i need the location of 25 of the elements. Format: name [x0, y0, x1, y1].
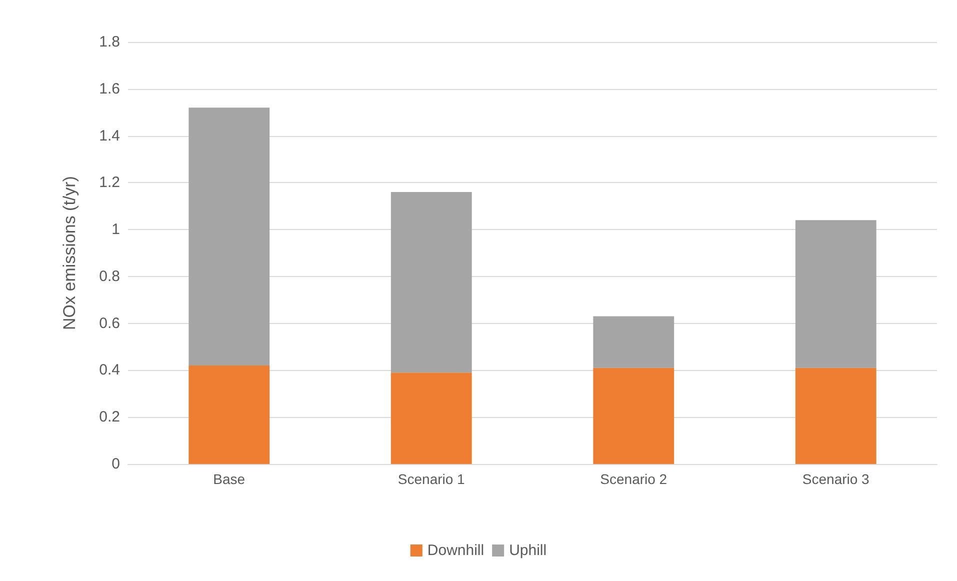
- x-tick-label: Scenario 2: [600, 471, 668, 487]
- bar: [795, 368, 876, 464]
- legend-label: Uphill: [509, 542, 547, 559]
- y-axis-title: NOx emissions (t/yr): [60, 176, 79, 330]
- y-tick-label: 0.8: [99, 268, 120, 285]
- y-tick-label: 0: [112, 456, 120, 472]
- bar: [593, 316, 674, 368]
- y-tick-label: 0.6: [99, 314, 120, 332]
- x-tick-label: Base: [213, 471, 246, 487]
- y-tick-label: 0.4: [99, 362, 120, 379]
- legend-label: Downhill: [427, 542, 484, 559]
- x-tick-label: Scenario 1: [398, 471, 466, 487]
- bar: [188, 366, 270, 464]
- bar: [593, 368, 674, 464]
- bar: [795, 220, 876, 368]
- bar: [188, 108, 270, 366]
- y-tick-label: 1.8: [99, 34, 120, 50]
- bar: [390, 192, 472, 373]
- bar: [390, 372, 472, 464]
- x-tick-label: Scenario 3: [802, 471, 870, 487]
- y-tick-label: 0.2: [99, 408, 120, 426]
- y-tick-label: 1: [112, 221, 120, 238]
- y-tick-label: 1.2: [99, 174, 120, 192]
- y-tick-label: 1.4: [99, 127, 120, 144]
- y-tick-label: 1.6: [99, 80, 120, 98]
